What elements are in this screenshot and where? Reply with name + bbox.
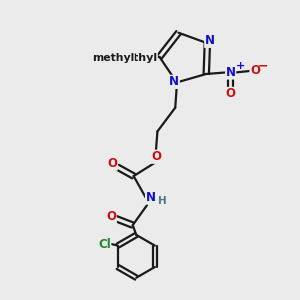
Text: methyl: methyl [92,53,134,63]
Text: N: N [146,191,156,204]
Text: N: N [205,34,215,47]
Text: N: N [226,66,236,79]
Text: H: H [158,196,167,206]
Text: O: O [226,87,236,101]
Text: O: O [151,150,161,163]
Text: −: − [258,59,268,72]
Text: Cl: Cl [98,238,111,250]
Text: O: O [107,157,117,170]
Text: methyl: methyl [114,53,157,63]
Text: +: + [236,61,245,71]
Text: O: O [250,64,260,77]
Text: N: N [169,75,179,88]
Text: O: O [106,210,116,223]
